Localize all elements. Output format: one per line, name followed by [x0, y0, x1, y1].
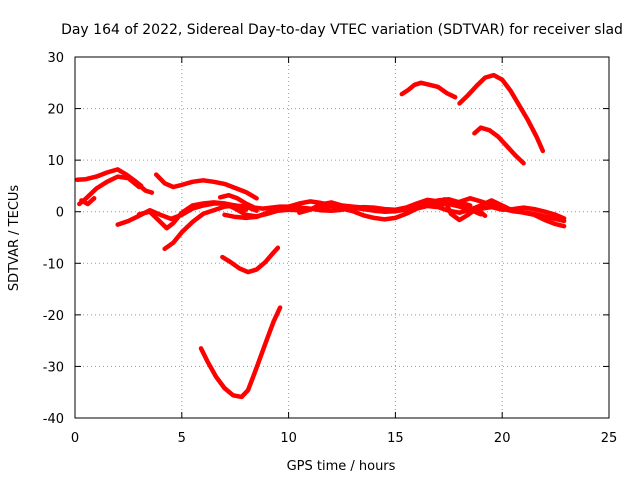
grid	[75, 57, 609, 418]
x-tick-label: 20	[494, 431, 511, 446]
series-arc-4	[138, 184, 155, 195]
series-arc-18	[472, 125, 526, 166]
y-tick-label: -20	[43, 309, 64, 324]
series-arc-3	[79, 196, 97, 207]
x-axis-label: GPS time / hours	[287, 459, 396, 474]
y-tick-label: 30	[47, 51, 64, 66]
plot-frame	[74, 56, 610, 419]
series-arc-17	[457, 72, 546, 154]
y-tick-label: -40	[43, 412, 64, 427]
series-arc-14	[220, 245, 281, 275]
x-tick-label: 15	[387, 431, 404, 446]
series-arc-16	[399, 80, 458, 100]
y-tick-label: 10	[47, 154, 64, 169]
x-tick-label: 0	[71, 431, 79, 446]
y-tick-label: -30	[43, 360, 64, 375]
series-arc-2	[77, 174, 142, 207]
x-tick-label: 10	[280, 431, 297, 446]
y-axis-label: SDTVAR / TECUs	[7, 185, 22, 292]
y-tick-label: 20	[47, 103, 64, 118]
series-arc-8	[162, 203, 259, 252]
y-tick-label: -10	[43, 257, 64, 272]
series-arc-13	[478, 204, 567, 221]
x-tick-label: 25	[601, 431, 618, 446]
series-arc-11	[297, 197, 473, 215]
series-arc-15	[198, 305, 283, 400]
series-group	[74, 72, 567, 400]
x-tick-label: 5	[178, 431, 186, 446]
series-arc-12	[442, 197, 488, 223]
axes: 0 5 10 15 20 25 -40 -30 -20 -10 0 10 20 30	[43, 51, 618, 446]
series-arc-5	[153, 172, 259, 201]
chart-title: Day 164 of 2022, Sidereal Day-to-day VTE…	[61, 22, 623, 38]
y-tick-label: 0	[56, 206, 64, 221]
